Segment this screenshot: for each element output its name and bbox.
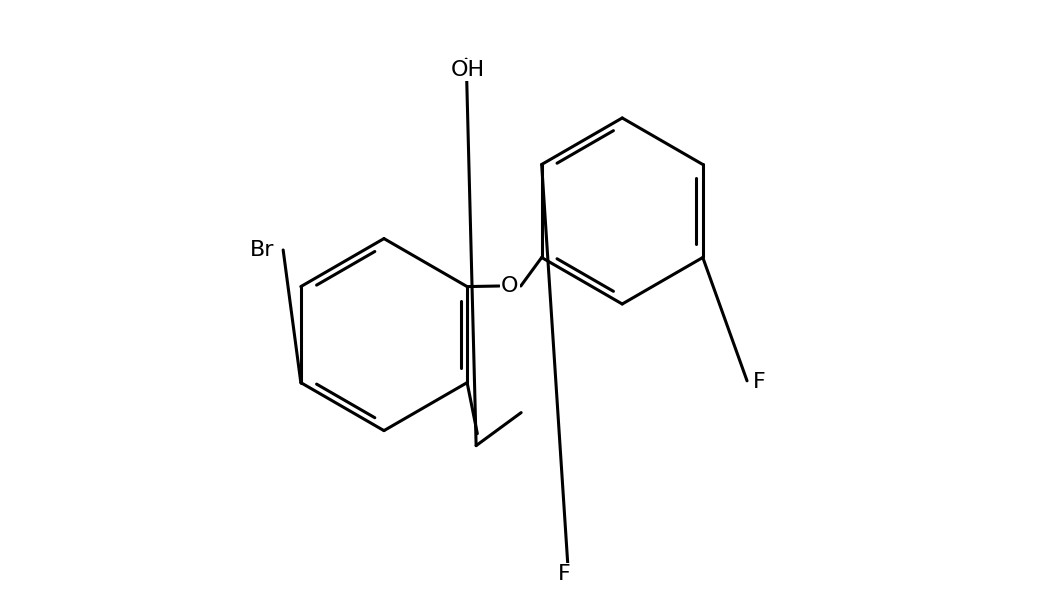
Text: OH: OH: [450, 60, 485, 80]
Text: F: F: [557, 564, 571, 584]
Text: Br: Br: [250, 240, 274, 260]
Text: O: O: [501, 276, 519, 296]
Text: F: F: [753, 372, 765, 392]
